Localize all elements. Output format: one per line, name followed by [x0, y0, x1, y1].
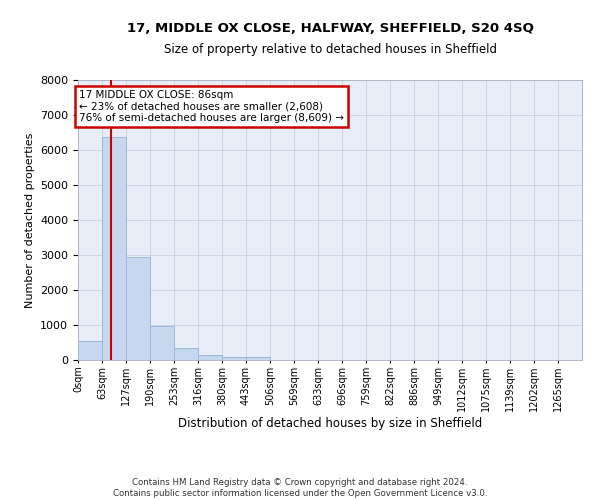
Bar	[126, 258, 150, 360]
Bar	[78, 341, 102, 360]
Bar	[150, 326, 174, 360]
X-axis label: Distribution of detached houses by size in Sheffield: Distribution of detached houses by size …	[178, 416, 482, 430]
Bar	[102, 136, 126, 360]
Y-axis label: Number of detached properties: Number of detached properties	[25, 132, 35, 308]
Bar	[222, 356, 246, 360]
Bar	[246, 358, 270, 360]
Bar	[198, 354, 222, 360]
Text: Size of property relative to detached houses in Sheffield: Size of property relative to detached ho…	[163, 42, 497, 56]
Text: 17, MIDDLE OX CLOSE, HALFWAY, SHEFFIELD, S20 4SQ: 17, MIDDLE OX CLOSE, HALFWAY, SHEFFIELD,…	[127, 22, 533, 36]
Bar	[174, 348, 198, 360]
Text: Contains HM Land Registry data © Crown copyright and database right 2024.
Contai: Contains HM Land Registry data © Crown c…	[113, 478, 487, 498]
Text: 17 MIDDLE OX CLOSE: 86sqm
← 23% of detached houses are smaller (2,608)
76% of se: 17 MIDDLE OX CLOSE: 86sqm ← 23% of detac…	[79, 90, 344, 123]
